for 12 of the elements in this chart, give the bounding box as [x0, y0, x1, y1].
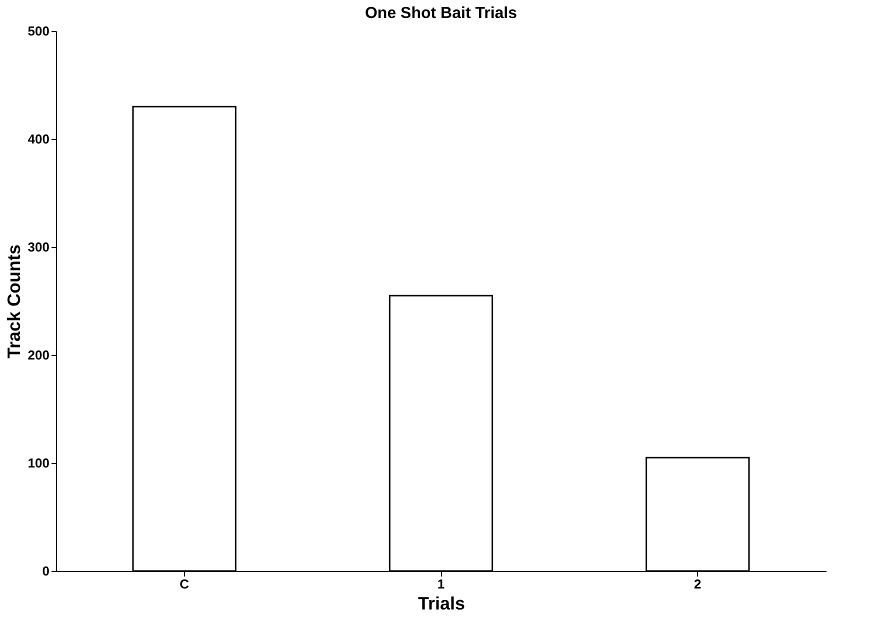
- chart-title: One Shot Bait Trials: [364, 5, 518, 22]
- y-tick-label: 100: [28, 456, 50, 470]
- x-tick-label: C: [180, 576, 190, 592]
- y-tick-label: 0: [42, 564, 50, 578]
- x-tick-label: 1: [437, 576, 445, 592]
- y-tick-label: 500: [28, 24, 50, 38]
- y-tick-label: 200: [28, 348, 50, 362]
- x-tick-label: 2: [694, 576, 702, 592]
- y-axis-title: Track Counts: [4, 244, 24, 359]
- y-tick-label: 400: [28, 132, 50, 146]
- y-tick-label: 300: [28, 240, 50, 254]
- x-axis-title: Trials: [418, 594, 466, 614]
